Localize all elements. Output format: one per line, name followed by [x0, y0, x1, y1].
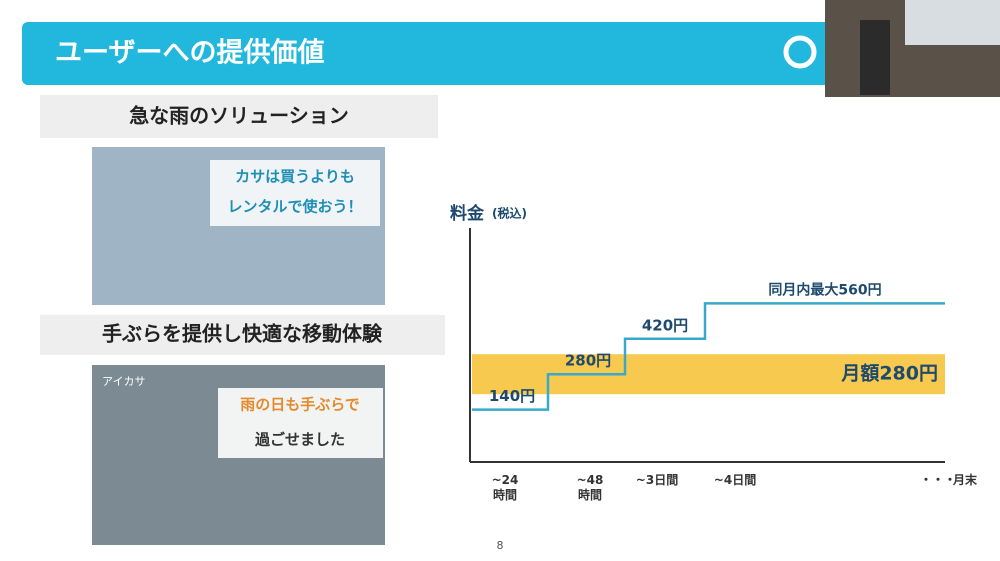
value-label: 420円	[642, 316, 688, 334]
ellipsis: ・・・	[920, 473, 956, 487]
caption-box	[218, 388, 383, 458]
x-tick-label: ~3日間	[635, 473, 679, 487]
photo-brand: アイカサ	[102, 375, 145, 388]
step-line	[472, 302, 945, 411]
x-tick-label: ~24 時間	[491, 473, 519, 502]
webcam-screen	[905, 0, 1000, 45]
section-label: 手ぶらを提供し快適な移動体験	[102, 322, 383, 346]
section-box	[40, 95, 438, 138]
x-tick-label: 月末	[952, 473, 977, 487]
band-label: 月額280円	[840, 362, 938, 385]
x-tick-label: ~4日間	[713, 473, 757, 487]
section-box	[40, 315, 445, 355]
header-title: ユーザーへの提供価値	[55, 38, 324, 69]
logo	[783, 35, 817, 69]
value-label: 280円	[565, 352, 611, 370]
photo-caption: レンタルで使おう！	[227, 198, 362, 216]
photo-caption: 過ごせました	[254, 431, 345, 449]
speaker	[860, 20, 890, 95]
page-number: 8	[497, 539, 504, 552]
header-bar	[22, 22, 985, 85]
x-tick-label: ~48 時間	[576, 473, 604, 502]
value-label: 同月内最大560円	[768, 281, 881, 298]
photo-caption: 雨の日も手ぶらで	[240, 396, 360, 414]
value-label: 140円	[489, 387, 535, 405]
y-axis-label: 料金	[450, 203, 485, 224]
caption-box	[210, 160, 380, 226]
section-label: 急な雨のソリューション	[129, 104, 349, 128]
photo-caption: カサは買うよりも	[235, 168, 355, 186]
y-axis-note: (税込)	[492, 206, 527, 221]
